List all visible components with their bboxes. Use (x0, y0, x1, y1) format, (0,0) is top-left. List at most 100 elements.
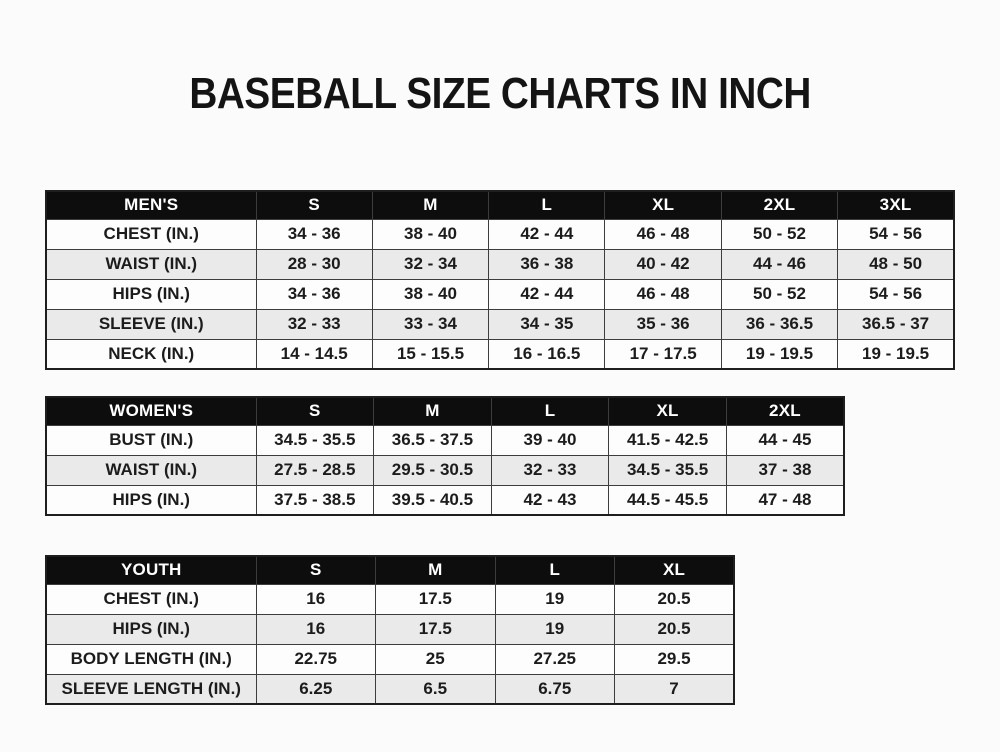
size-value-cell: 20.5 (614, 613, 735, 645)
table-row: SLEEVE LENGTH (IN.) 6.25 6.5 6.75 7 (45, 673, 735, 705)
size-header-cell: L (488, 190, 606, 220)
size-value-cell: 16 - 16.5 (488, 338, 606, 370)
size-header-cell: XL (604, 190, 722, 220)
table-row: WAIST (IN.) 27.5 - 28.5 29.5 - 30.5 32 - 33… (45, 454, 845, 486)
table-row: HIPS (IN.) 34 - 36 38 - 40 42 - 44 46 - 48 50… (45, 278, 955, 310)
size-header-cell: S (255, 555, 376, 585)
size-header-cell: L (494, 555, 615, 585)
table-row: HIPS (IN.) 37.5 - 38.5 39.5 - 40.5 42 - 43 4… (45, 484, 845, 516)
size-value-cell: 36.5 - 37 (837, 308, 955, 340)
measure-label-cell: NECK (IN.) (45, 338, 257, 370)
size-value-cell: 17 - 17.5 (604, 338, 722, 370)
size-header-cell: M (373, 396, 492, 426)
size-value-cell: 47 - 48 (725, 484, 845, 516)
size-header-cell: 2XL (725, 396, 845, 426)
size-value-cell: 36 - 38 (488, 248, 606, 280)
table-row: SLEEVE (IN.) 32 - 33 33 - 34 34 - 35 35 - 36… (45, 308, 955, 340)
size-value-cell: 35 - 36 (604, 308, 722, 340)
size-value-cell: 39.5 - 40.5 (373, 484, 492, 516)
size-value-cell: 46 - 48 (604, 218, 722, 250)
measure-label-cell: CHEST (IN.) (45, 218, 257, 250)
table-title-cell: YOUTH (45, 555, 257, 585)
measure-label-cell: HIPS (IN.) (45, 613, 257, 645)
table-row: NECK (IN.) 14 - 14.5 15 - 15.5 16 - 16.5 17 … (45, 338, 955, 370)
size-header-cell: M (375, 555, 496, 585)
size-value-cell: 38 - 40 (371, 278, 490, 310)
table-row: HIPS (IN.) 16 17.5 19 20.5 (45, 613, 735, 645)
table-row: CHEST (IN.) 16 17.5 19 20.5 (45, 583, 735, 615)
size-value-cell: 44 - 46 (720, 248, 839, 280)
size-value-cell: 38 - 40 (371, 218, 490, 250)
size-value-cell: 27.5 - 28.5 (255, 454, 375, 486)
womens-size-table: WOMEN'S S M L XL 2XL BUST (IN.) 34.5 - 35.5 36.5… (45, 396, 845, 516)
table-title-cell: MEN'S (45, 190, 257, 220)
size-header-cell: L (490, 396, 610, 426)
size-value-cell: 27.25 (494, 643, 615, 675)
size-value-cell: 41.5 - 42.5 (608, 424, 727, 456)
size-header-cell: S (255, 396, 375, 426)
size-value-cell: 34 - 36 (255, 218, 373, 250)
measure-label-cell: HIPS (IN.) (45, 278, 257, 310)
size-value-cell: 32 - 33 (490, 454, 610, 486)
size-value-cell: 50 - 52 (720, 278, 839, 310)
size-value-cell: 19 - 19.5 (720, 338, 839, 370)
measure-label-cell: WAIST (IN.) (45, 248, 257, 280)
size-value-cell: 17.5 (375, 583, 496, 615)
size-value-cell: 34 - 35 (488, 308, 606, 340)
measure-label-cell: CHEST (IN.) (45, 583, 257, 615)
measure-label-cell: BUST (IN.) (45, 424, 257, 456)
size-value-cell: 54 - 56 (837, 278, 955, 310)
header-row: YOUTH S M L XL (45, 555, 735, 585)
size-value-cell: 34.5 - 35.5 (255, 424, 375, 456)
size-value-cell: 36.5 - 37.5 (373, 424, 492, 456)
measure-label-cell: HIPS (IN.) (45, 484, 257, 516)
size-value-cell: 46 - 48 (604, 278, 722, 310)
size-value-cell: 20.5 (614, 583, 735, 615)
size-header-cell: 2XL (720, 190, 839, 220)
size-value-cell: 44 - 45 (725, 424, 845, 456)
size-value-cell: 14 - 14.5 (255, 338, 373, 370)
size-value-cell: 6.25 (255, 673, 376, 705)
size-value-cell: 39 - 40 (490, 424, 610, 456)
size-value-cell: 7 (614, 673, 735, 705)
header-row: WOMEN'S S M L XL 2XL (45, 396, 845, 426)
measure-label-cell: SLEEVE (IN.) (45, 308, 257, 340)
size-header-cell: S (255, 190, 373, 220)
size-value-cell: 6.5 (375, 673, 496, 705)
size-value-cell: 15 - 15.5 (371, 338, 490, 370)
size-value-cell: 17.5 (375, 613, 496, 645)
size-header-cell: XL (614, 555, 735, 585)
table-row: CHEST (IN.) 34 - 36 38 - 40 42 - 44 46 - 48 5… (45, 218, 955, 250)
size-value-cell: 44.5 - 45.5 (608, 484, 727, 516)
size-value-cell: 19 (494, 583, 615, 615)
size-value-cell: 42 - 44 (488, 278, 606, 310)
mens-size-table: MEN'S S M L XL 2XL 3XL CHEST (IN.) 34 - 36 38 - 4… (45, 190, 955, 370)
size-value-cell: 28 - 30 (255, 248, 373, 280)
size-value-cell: 42 - 44 (488, 218, 606, 250)
size-value-cell: 32 - 33 (255, 308, 373, 340)
measure-label-cell: SLEEVE LENGTH (IN.) (45, 673, 257, 705)
size-value-cell: 25 (375, 643, 496, 675)
size-value-cell: 19 (494, 613, 615, 645)
size-value-cell: 33 - 34 (371, 308, 490, 340)
size-value-cell: 34.5 - 35.5 (608, 454, 727, 486)
size-value-cell: 37 - 38 (725, 454, 845, 486)
size-value-cell: 34 - 36 (255, 278, 373, 310)
page-title: BASEBALL SIZE CHARTS IN INCH (0, 72, 1000, 116)
measure-label-cell: WAIST (IN.) (45, 454, 257, 486)
youth-size-table: YOUTH S M L XL CHEST (IN.) 16 17.5 19 20.5 HIPS (I… (45, 555, 735, 705)
size-value-cell: 48 - 50 (837, 248, 955, 280)
page-title-text: BASEBALL SIZE CHARTS IN INCH (189, 69, 811, 118)
table-row: BODY LENGTH (IN.) 22.75 25 27.25 29.5 (45, 643, 735, 675)
size-value-cell: 6.75 (494, 673, 615, 705)
size-value-cell: 16 (255, 583, 376, 615)
size-header-cell: 3XL (837, 190, 955, 220)
size-value-cell: 16 (255, 613, 376, 645)
size-value-cell: 50 - 52 (720, 218, 839, 250)
table-title-cell: WOMEN'S (45, 396, 257, 426)
size-value-cell: 36 - 36.5 (720, 308, 839, 340)
table-row: BUST (IN.) 34.5 - 35.5 36.5 - 37.5 39 - 40 4… (45, 424, 845, 456)
table-row: WAIST (IN.) 28 - 30 32 - 34 36 - 38 40 - 42 4… (45, 248, 955, 280)
size-value-cell: 37.5 - 38.5 (255, 484, 375, 516)
